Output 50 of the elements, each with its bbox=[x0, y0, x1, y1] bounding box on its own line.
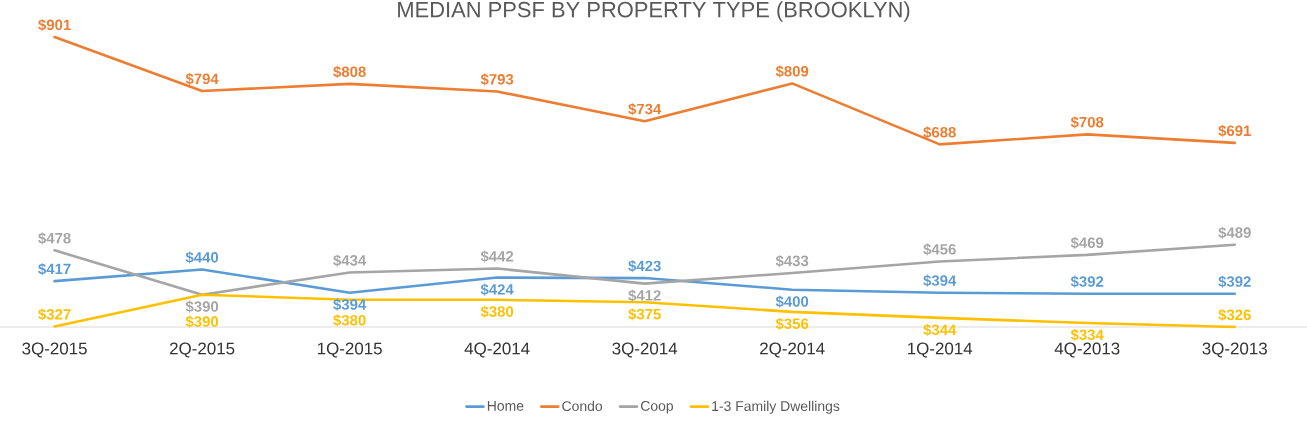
x-tick-label: 1Q-2015 bbox=[317, 342, 382, 358]
x-tick-label: 2Q-2014 bbox=[760, 342, 825, 358]
data-label: $442 bbox=[480, 250, 514, 263]
x-tick-label: 3Q-2013 bbox=[1202, 342, 1267, 358]
x-tick-label: 3Q-2014 bbox=[612, 342, 678, 358]
data-label: $394 bbox=[333, 298, 367, 311]
x-tick-label: 4Q-2014 bbox=[464, 342, 530, 358]
data-label: $901 bbox=[38, 18, 71, 32]
data-label: $334 bbox=[1070, 328, 1104, 342]
data-label: $392 bbox=[1070, 275, 1104, 288]
data-label: $734 bbox=[628, 103, 662, 116]
data-label: $327 bbox=[38, 308, 71, 321]
legend-label: Coop bbox=[640, 400, 674, 414]
data-label: $688 bbox=[923, 126, 956, 139]
data-label: $400 bbox=[775, 295, 809, 308]
data-label: $380 bbox=[333, 314, 366, 327]
data-label: $691 bbox=[1218, 124, 1251, 138]
data-label: $392 bbox=[1218, 275, 1251, 288]
data-label: $808 bbox=[333, 65, 366, 78]
data-label: $794 bbox=[185, 72, 219, 86]
data-label: $440 bbox=[185, 251, 219, 264]
legend-label: 1-3 Family Dwellings bbox=[712, 400, 840, 414]
x-tick-label: 4Q-2013 bbox=[1054, 342, 1120, 358]
data-label: $489 bbox=[1218, 226, 1251, 239]
data-label: $456 bbox=[923, 243, 956, 256]
data-label: $478 bbox=[38, 232, 71, 245]
data-label: $423 bbox=[628, 259, 661, 273]
x-tick-label: 1Q-2014 bbox=[908, 342, 973, 358]
data-label: $793 bbox=[480, 73, 514, 86]
data-label: $380 bbox=[480, 305, 514, 318]
data-label: $708 bbox=[1070, 116, 1104, 129]
data-label: $344 bbox=[923, 323, 957, 337]
legend-label: Condo bbox=[562, 400, 603, 412]
x-tick-label: 3Q-2015 bbox=[22, 342, 87, 358]
legend-label: Home bbox=[487, 401, 524, 411]
data-label: $356 bbox=[775, 317, 809, 330]
data-label: $390 bbox=[185, 315, 219, 328]
data-label: $469 bbox=[1070, 236, 1104, 249]
x-tick-label: 2Q-2015 bbox=[170, 342, 235, 358]
data-label: $417 bbox=[38, 263, 71, 276]
data-label: $424 bbox=[480, 283, 514, 296]
data-label: $326 bbox=[1218, 308, 1251, 322]
data-label: $390 bbox=[185, 300, 219, 313]
data-label: $394 bbox=[923, 274, 957, 287]
data-label: $434 bbox=[333, 254, 367, 267]
data-label: $433 bbox=[775, 254, 809, 268]
data-label: $809 bbox=[775, 65, 809, 78]
data-label: $375 bbox=[628, 308, 661, 321]
data-label: $412 bbox=[628, 289, 661, 302]
chart-title: MEDIAN PPSF BY PROPERTY TYPE (BROOKLYN) bbox=[398, 1, 910, 22]
